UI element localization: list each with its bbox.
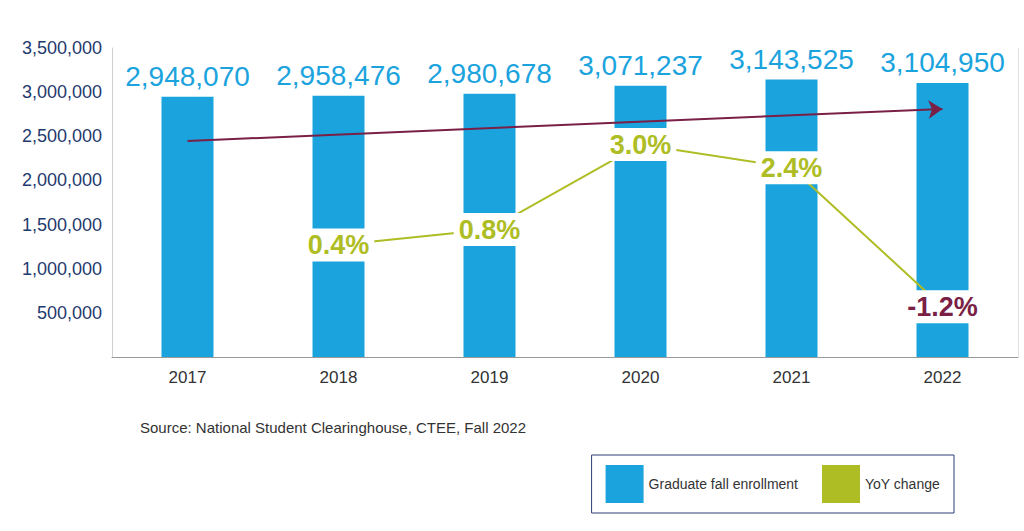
svg-text:2,958,476: 2,958,476	[276, 60, 401, 91]
svg-text:3,071,237: 3,071,237	[578, 50, 703, 81]
svg-text:Graduate fall enrollment: Graduate fall enrollment	[649, 476, 799, 492]
svg-text:3,104,950: 3,104,950	[880, 47, 1005, 78]
svg-text:2019: 2019	[471, 368, 509, 387]
svg-text:3,143,525: 3,143,525	[729, 44, 854, 75]
svg-text:2018: 2018	[320, 368, 358, 387]
svg-text:YoY change: YoY change	[865, 476, 940, 492]
svg-text:2.4%: 2.4%	[761, 153, 823, 183]
svg-text:2,980,678: 2,980,678	[427, 58, 552, 89]
svg-text:3,000,000: 3,000,000	[22, 82, 102, 102]
svg-text:1,000,000: 1,000,000	[22, 259, 102, 279]
svg-text:2,500,000: 2,500,000	[22, 126, 102, 146]
svg-text:0.4%: 0.4%	[308, 230, 370, 260]
svg-text:3.0%: 3.0%	[610, 130, 672, 160]
svg-text:0.8%: 0.8%	[459, 215, 521, 245]
svg-text:2,948,070: 2,948,070	[125, 61, 250, 92]
svg-text:3,500,000: 3,500,000	[22, 38, 102, 58]
svg-text:2020: 2020	[622, 368, 660, 387]
svg-text:2,000,000: 2,000,000	[22, 170, 102, 190]
svg-text:1,500,000: 1,500,000	[22, 215, 102, 235]
svg-text:500,000: 500,000	[37, 303, 102, 323]
svg-text:2021: 2021	[773, 368, 811, 387]
svg-text:Source: National Student Clear: Source: National Student Clearinghouse, …	[140, 419, 526, 436]
svg-text:2022: 2022	[924, 368, 962, 387]
svg-text:-1.2%: -1.2%	[907, 292, 978, 322]
svg-text:2017: 2017	[169, 368, 207, 387]
